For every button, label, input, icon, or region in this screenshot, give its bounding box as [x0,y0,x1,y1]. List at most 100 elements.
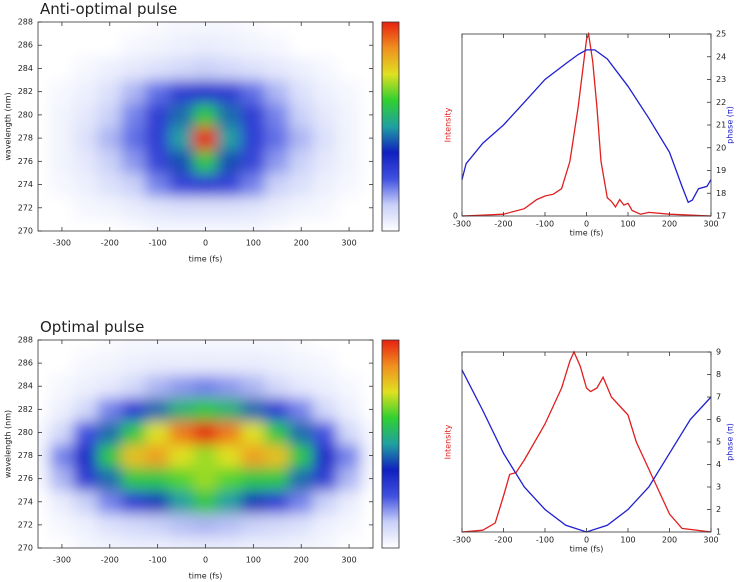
heatmap-cell [145,149,171,174]
heatmap-cell [336,56,362,81]
heatmap-cell [49,374,75,399]
heatmap-cell [360,397,373,422]
y2-tick-label: 1 [716,528,721,537]
heatmap-cell [38,466,51,491]
heatmap-cells [38,340,373,548]
heatmap-cell [312,420,338,445]
heatmap-cell [97,79,123,104]
heatmap-cell [169,218,195,231]
heatmap-cell [264,102,290,127]
heatmap-cell [49,56,75,81]
heatmap-cell [97,351,123,376]
heatmap-cell [145,535,171,548]
heatmap-cell [49,535,75,548]
heatmap-cell [216,535,242,548]
heatmap-cell [121,420,147,445]
heatmap-cell [145,351,171,376]
x-tick-label: -300 [453,220,471,229]
heatmap-cell [38,195,51,220]
heatmap-cell [336,512,362,537]
heatmap-cell [240,397,266,422]
heatmap-cell [264,149,290,174]
heatmap-cell [193,126,218,151]
heatmap-cell [360,79,373,104]
x-tick-label: 200 [662,220,677,229]
heatmap-cell [240,79,266,104]
heatmap-cell [169,374,195,399]
heatmap-cell [312,149,338,174]
heatmap-cell [145,489,171,514]
heatmap-cell [288,340,314,353]
heatmap-cell [169,102,195,127]
x-tick-label: 0 [203,239,208,248]
heatmap-cell [312,512,338,537]
heatmap-cell [240,443,266,468]
heatmap-cell [97,195,123,220]
heatmap-cell [73,172,99,197]
y-tick-label: 274 [18,180,33,189]
heatmap-cell [169,22,195,35]
heatmap-cell [264,512,290,537]
heatmap-cell [360,102,373,127]
heatmap-cell [312,56,338,81]
y2-tick-label: 8 [716,370,721,379]
x-tick-label: 100 [246,556,261,565]
heatmap-cell [336,79,362,104]
heatmap-cell [216,79,242,104]
x-tick-label: -300 [53,556,71,565]
heatmap-cell [264,79,290,104]
x-tick-label: 0 [203,556,208,565]
heatmap-cell [216,340,242,353]
heatmap-cell [360,340,373,353]
y-tick-label: 276 [18,474,33,483]
heatmap-cell [145,102,171,127]
y-tick-label: 274 [18,497,33,506]
heatmap-cell [312,443,338,468]
heatmap-cell [336,33,362,58]
heatmap-cell [38,218,51,231]
heatmap-cell [288,149,314,174]
heatmap-cell [216,218,242,231]
heatmap-cell [38,351,51,376]
heatmap-cell [145,420,171,445]
heatmap-cell [312,340,338,353]
x-tick-label: -100 [536,220,554,229]
heatmap-cell [336,340,362,353]
y2-tick-label: 3 [716,483,721,492]
heatmap-cell [216,33,242,58]
heatmap-cell [312,126,338,151]
heatmap-cell [193,22,218,35]
heatmap-cell [73,195,99,220]
heatmap-cell [121,195,147,220]
heatmap-cell [121,102,147,127]
y-tick-label: 282 [18,405,33,414]
heatmap-cell [240,149,266,174]
heatmap-cell [121,33,147,58]
heatmap-cell [169,340,195,353]
heatmap-cell [169,126,195,151]
heatmap-cell [240,33,266,58]
heatmap-cell [216,489,242,514]
heatmap-cell [97,33,123,58]
y2-tick-label: 23 [716,75,726,84]
heatmap-cell [336,489,362,514]
heatmap-cell [49,397,75,422]
heatmap-cell [49,420,75,445]
heatmap-cell [97,489,123,514]
heatmap-cell [240,218,266,231]
x-tick-label: 300 [703,536,718,545]
x-tick-label: 0 [584,220,589,229]
heatmap-cell [145,443,171,468]
heatmap-cell [360,195,373,220]
heatmap-cell [73,420,99,445]
y2-tick-label: 5 [716,438,721,447]
x-tick-label: 200 [662,536,677,545]
heatmap-cell [360,374,373,399]
y-tick-label: 0 [453,212,458,221]
heatmap-cell [121,512,147,537]
heatmap-cell [145,22,171,35]
heatmap-cell [216,466,242,491]
heatmap-cell [73,512,99,537]
heatmap-cell [73,374,99,399]
heatmap-cell [360,126,373,151]
